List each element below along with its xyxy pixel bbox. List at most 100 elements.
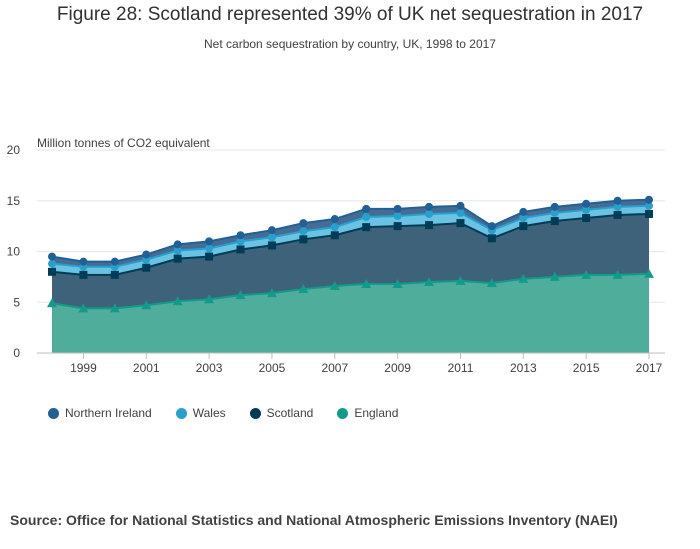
point-scotland xyxy=(173,254,182,263)
line-wales xyxy=(51,204,650,268)
point-wales xyxy=(362,212,371,221)
legend-item[interactable]: England xyxy=(337,406,398,420)
point-scotland xyxy=(582,214,591,223)
source-note: Source: Office for National Statistics a… xyxy=(10,512,618,528)
legend-label: Wales xyxy=(192,406,226,420)
legend-item[interactable]: Northern Ireland xyxy=(48,406,152,420)
point-england xyxy=(392,278,403,288)
legend-swatch xyxy=(337,407,349,419)
y-tick-label: 5 xyxy=(13,295,20,309)
point-northern-ireland xyxy=(362,204,371,213)
point-northern-ireland xyxy=(48,252,56,261)
point-england xyxy=(266,288,277,298)
series-lines xyxy=(51,198,650,310)
chart-title: Figure 28: Scotland represented 39% of U… xyxy=(56,4,644,25)
x-tick-label: 2011 xyxy=(448,361,474,375)
legend-item[interactable]: Scotland xyxy=(249,406,313,420)
point-wales xyxy=(582,205,591,214)
point-wales xyxy=(613,202,622,211)
point-wales xyxy=(393,211,402,220)
y-tick-label: 0 xyxy=(13,346,20,360)
point-england xyxy=(235,290,246,300)
point-wales xyxy=(299,227,308,236)
legend-item[interactable]: Wales xyxy=(175,406,226,420)
point-england xyxy=(298,284,309,294)
point-scotland xyxy=(519,222,528,231)
point-england xyxy=(172,296,183,306)
point-wales xyxy=(456,208,465,217)
point-wales xyxy=(236,237,245,246)
point-england xyxy=(455,275,466,285)
y-tick-label: 10 xyxy=(7,245,21,259)
point-scotland xyxy=(456,219,465,228)
point-scotland xyxy=(550,217,559,226)
y-axis-label: Million tonnes of CO2 equivalent xyxy=(37,136,210,150)
legend-label: Northern Ireland xyxy=(65,406,152,420)
point-england xyxy=(329,281,340,291)
legend-swatch xyxy=(48,407,59,419)
point-england xyxy=(141,300,152,310)
point-northern-ireland xyxy=(456,201,465,210)
x-tick-label: 1999 xyxy=(70,361,97,375)
point-scotland xyxy=(79,270,88,279)
point-england xyxy=(581,269,592,279)
point-northern-ireland xyxy=(299,219,308,228)
point-northern-ireland xyxy=(645,195,653,204)
point-northern-ireland xyxy=(519,207,528,216)
point-wales xyxy=(173,246,182,255)
point-scotland xyxy=(48,267,56,276)
x-tick-label: 2007 xyxy=(321,361,348,375)
point-northern-ireland xyxy=(205,237,214,246)
point-england xyxy=(424,276,435,286)
point-northern-ireland xyxy=(142,250,151,259)
point-wales xyxy=(550,208,559,217)
point-northern-ireland xyxy=(550,202,559,211)
point-scotland xyxy=(142,263,151,272)
point-northern-ireland xyxy=(425,202,434,211)
point-scotland xyxy=(330,231,339,240)
point-scotland xyxy=(613,210,622,219)
point-northern-ireland xyxy=(236,231,245,240)
point-wales xyxy=(205,244,214,253)
area-england xyxy=(52,273,649,353)
point-england xyxy=(204,294,215,304)
point-england xyxy=(486,277,497,287)
legend-swatch xyxy=(175,407,187,419)
x-tick-label: 2005 xyxy=(259,361,286,375)
y-tick-label: 15 xyxy=(7,194,21,208)
point-scotland xyxy=(393,222,402,231)
legend: Northern Ireland Wales Scotland England xyxy=(48,406,398,420)
x-axis: 1999 2001 2003 2005 2007 2009 2011 2013 2015 2017 xyxy=(37,352,665,375)
point-northern-ireland xyxy=(110,257,119,266)
series-markers xyxy=(47,195,654,313)
point-wales xyxy=(645,201,653,210)
area-scotland xyxy=(52,213,649,309)
x-tick-label: 2009 xyxy=(384,361,411,375)
point-northern-ireland xyxy=(613,196,622,205)
point-england xyxy=(78,303,89,313)
point-england xyxy=(47,298,57,308)
point-northern-ireland xyxy=(79,257,88,266)
point-northern-ireland xyxy=(173,240,182,249)
chart-subtitle: Net carbon sequestration by country, UK,… xyxy=(204,37,496,51)
point-scotland xyxy=(267,241,276,250)
line-scotland xyxy=(51,212,650,276)
point-scotland xyxy=(205,252,214,261)
point-england xyxy=(361,278,372,288)
point-england xyxy=(518,273,529,283)
line-northern-ireland xyxy=(51,198,650,263)
point-wales xyxy=(519,214,528,223)
point-northern-ireland xyxy=(267,226,276,235)
point-scotland xyxy=(362,223,371,232)
point-scotland xyxy=(487,234,496,243)
point-wales xyxy=(425,209,434,218)
x-tick-label: 2015 xyxy=(573,361,600,375)
point-wales xyxy=(330,223,339,232)
point-wales xyxy=(48,259,56,268)
point-wales xyxy=(267,233,276,242)
legend-swatch xyxy=(249,407,261,419)
x-tick-label: 2013 xyxy=(510,361,537,375)
x-tick-label: 2001 xyxy=(133,361,160,375)
point-northern-ireland xyxy=(330,215,339,224)
